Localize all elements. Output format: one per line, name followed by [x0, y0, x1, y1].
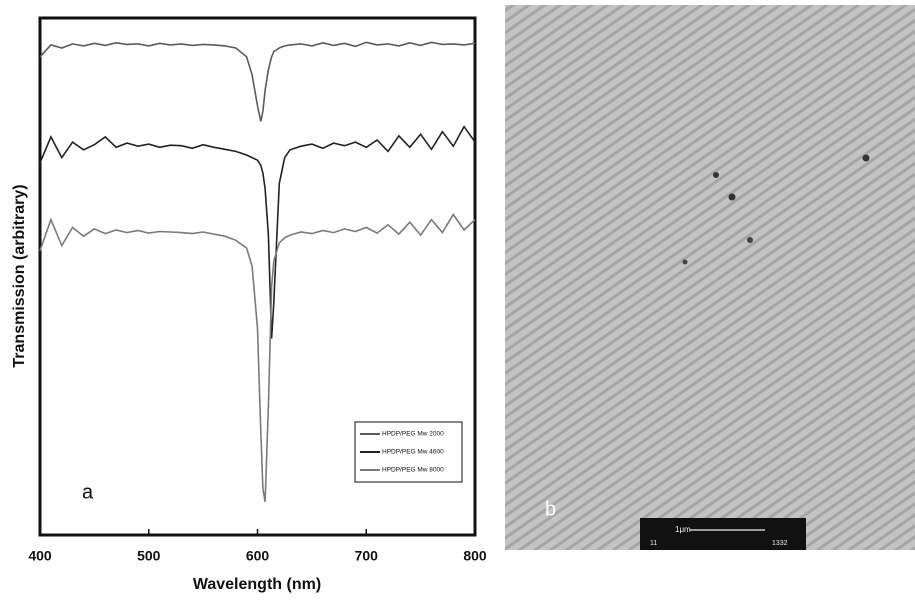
x-axis-label: Wavelength (nm) — [193, 576, 321, 593]
x-tick-label: 600 — [246, 548, 270, 564]
scale-bar-left: 11 — [650, 540, 657, 547]
series-line — [39, 125, 476, 339]
series-line — [39, 213, 476, 503]
speck — [747, 237, 753, 243]
scale-bar-box — [640, 518, 806, 550]
x-tick-label: 500 — [137, 548, 161, 564]
speck — [682, 259, 688, 265]
panel-label: a — [82, 481, 94, 503]
x-tick-label: 700 — [355, 548, 379, 564]
micrograph — [505, 5, 915, 550]
speck — [862, 154, 870, 162]
scale-bar-length: 1μm — [675, 525, 691, 534]
panel-label: b — [545, 498, 556, 520]
x-tick-label: 400 — [28, 548, 52, 564]
y-axis-label: Transmission (arbitrary) — [11, 184, 28, 367]
legend-label: HPDP/PEG Mw 8000 — [382, 467, 444, 474]
scale-bar-right: 1332 — [772, 540, 788, 547]
micrograph-haze — [505, 5, 915, 550]
x-tick-label: 800 — [463, 548, 487, 564]
chart: a Wavelength (nm) Transmission (arbitrar… — [11, 16, 487, 593]
legend-label: HPDP/PEG Mw 2000 — [382, 431, 444, 438]
image-panel: b 1μm 11 1332 — [505, 5, 915, 550]
series-line — [39, 41, 476, 122]
legend-label: HPDP/PEG Mw 4600 — [382, 449, 444, 456]
speck — [728, 193, 736, 201]
speck — [713, 172, 719, 178]
